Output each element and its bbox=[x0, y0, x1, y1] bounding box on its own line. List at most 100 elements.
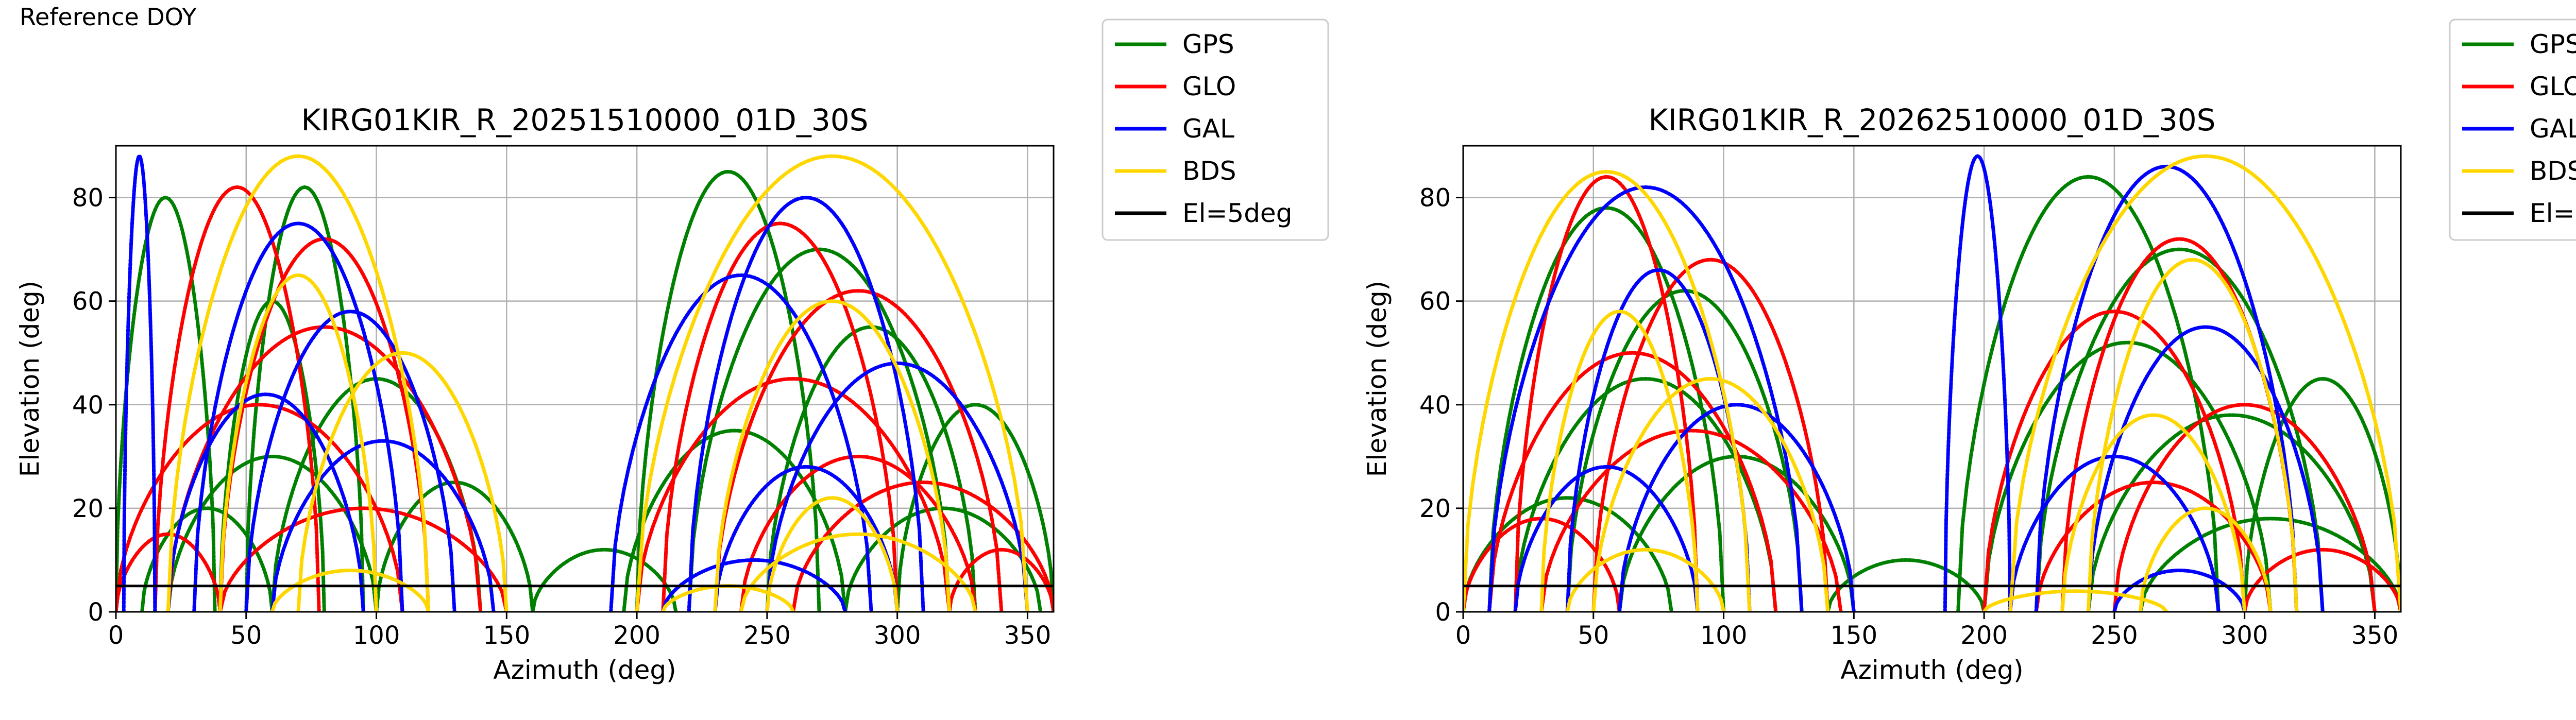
track-bds bbox=[1565, 547, 1726, 612]
track-gal bbox=[1513, 465, 1700, 612]
track-gps bbox=[116, 196, 217, 612]
track-gal bbox=[1487, 185, 1804, 612]
y-tick-label: 60 bbox=[1419, 287, 1451, 316]
track-bds bbox=[2060, 413, 2247, 612]
track-glo bbox=[661, 221, 900, 612]
track-bds bbox=[2086, 258, 2299, 612]
track-glo bbox=[166, 325, 483, 612]
legend: GPS GLO GAL BDS El=5deg bbox=[2449, 19, 2576, 241]
legend-label-4: El=5deg bbox=[2530, 198, 2576, 228]
x-tick-label: 350 bbox=[1004, 621, 1052, 650]
y-tick-label: 20 bbox=[1419, 494, 1451, 523]
track-glo bbox=[791, 481, 1054, 612]
chart-panel-2: 0 50 100 150 200 250 300 350 0 20 40 60 80 KIRG01KIR_… bbox=[1362, 19, 2576, 685]
track-bds bbox=[296, 351, 509, 612]
track-gal bbox=[609, 273, 873, 612]
track-gal bbox=[2112, 569, 2247, 612]
track-gal bbox=[661, 558, 848, 612]
x-tick-label: 250 bbox=[2091, 621, 2138, 650]
x-tick-label: 100 bbox=[1700, 621, 1748, 650]
track-glo bbox=[635, 376, 952, 612]
track-gal bbox=[122, 153, 157, 612]
plot-frame bbox=[115, 145, 1055, 613]
track-gps bbox=[166, 454, 379, 612]
track-bds bbox=[2008, 154, 2401, 612]
track-gps bbox=[2034, 247, 2325, 612]
track-gal bbox=[166, 392, 365, 612]
legend-label-0: GPS bbox=[1182, 29, 1234, 59]
track-gal bbox=[2086, 325, 2325, 612]
x-tick-label: 250 bbox=[743, 621, 791, 650]
legend-box bbox=[1101, 19, 1329, 241]
legend-label-1: GLO bbox=[1182, 72, 1236, 101]
track-gps bbox=[622, 428, 848, 612]
legend-label-1: GLO bbox=[2530, 72, 2576, 101]
track-gps bbox=[375, 481, 535, 612]
x-tick-label: 150 bbox=[1831, 621, 1878, 650]
track-glo bbox=[713, 289, 1004, 612]
x-tick-label: 350 bbox=[2351, 621, 2399, 650]
track-gps bbox=[2138, 517, 2401, 612]
y-tick-label: 40 bbox=[72, 391, 104, 420]
y-tick-label: 60 bbox=[72, 287, 104, 316]
track-gps bbox=[1487, 206, 1726, 612]
track-bds bbox=[713, 299, 952, 612]
track-gal bbox=[192, 221, 404, 612]
track-gps bbox=[1982, 340, 2273, 612]
legend: GPS GLO GAL BDS El=5deg bbox=[1101, 19, 1329, 241]
y-axis-label: Elevation (deg) bbox=[15, 281, 45, 477]
x-tick-label: 150 bbox=[483, 621, 531, 650]
y-tick-label: 0 bbox=[88, 598, 104, 627]
track-bds bbox=[1591, 376, 1830, 612]
track-gal bbox=[2008, 454, 2221, 612]
track-bds bbox=[2138, 506, 2273, 612]
track-gps bbox=[531, 547, 678, 612]
track-gps bbox=[2243, 376, 2401, 612]
track-glo bbox=[2243, 547, 2401, 612]
chart-panel-1: 0 50 100 150 200 250 300 350 0 20 40 60 80 KIRG01KIR_… bbox=[15, 19, 1329, 685]
track-bds bbox=[739, 532, 977, 612]
y-tick-label: 20 bbox=[72, 494, 104, 523]
chart-title: KIRG01KIR_R_20262510000_01D_30S bbox=[1649, 102, 2216, 138]
track-gal bbox=[244, 310, 456, 612]
x-axis-label: Azimuth (deg) bbox=[493, 655, 676, 685]
track-gps bbox=[895, 403, 1054, 612]
track-gps bbox=[1956, 175, 2221, 612]
track-gal bbox=[1943, 154, 2012, 612]
plot-frame bbox=[1462, 145, 2402, 613]
y-axis-label: Elevation (deg) bbox=[1362, 281, 1392, 477]
track-bds bbox=[661, 584, 795, 612]
legend-label-4: El=5deg bbox=[1182, 198, 1292, 228]
track-gal bbox=[687, 196, 925, 612]
x-tick-label: 200 bbox=[1960, 621, 2008, 650]
x-tick-label: 200 bbox=[613, 621, 660, 650]
track-glo bbox=[947, 547, 1054, 612]
x-tick-label: 300 bbox=[2221, 621, 2268, 650]
track-gps bbox=[635, 169, 821, 612]
x-tick-label: 50 bbox=[1578, 621, 1609, 650]
track-glo bbox=[218, 506, 509, 612]
x-tick-label: 50 bbox=[230, 621, 262, 650]
data-layer bbox=[116, 153, 1054, 612]
track-bds bbox=[635, 154, 1029, 612]
track-glo bbox=[1487, 351, 1778, 612]
data-layer bbox=[1463, 154, 2401, 612]
y-tick-label: 80 bbox=[1419, 184, 1451, 213]
legend-label-0: GPS bbox=[2530, 29, 2576, 59]
y-tick-label: 80 bbox=[72, 184, 104, 213]
track-glo bbox=[153, 185, 321, 612]
track-bds bbox=[218, 273, 379, 612]
legend-label-3: BDS bbox=[2530, 156, 2576, 186]
track-bds bbox=[1463, 169, 1752, 612]
track-gps bbox=[2086, 413, 2377, 612]
track-glo bbox=[1591, 258, 1830, 612]
track-gal bbox=[270, 439, 496, 612]
track-bds bbox=[270, 569, 431, 612]
x-tick-label: 300 bbox=[874, 621, 921, 650]
y-tick-label: 0 bbox=[1435, 598, 1451, 627]
track-bds bbox=[1539, 310, 1700, 612]
track-gal bbox=[713, 465, 900, 612]
x-tick-label: 0 bbox=[1455, 621, 1471, 650]
x-tick-label: 0 bbox=[108, 621, 124, 650]
